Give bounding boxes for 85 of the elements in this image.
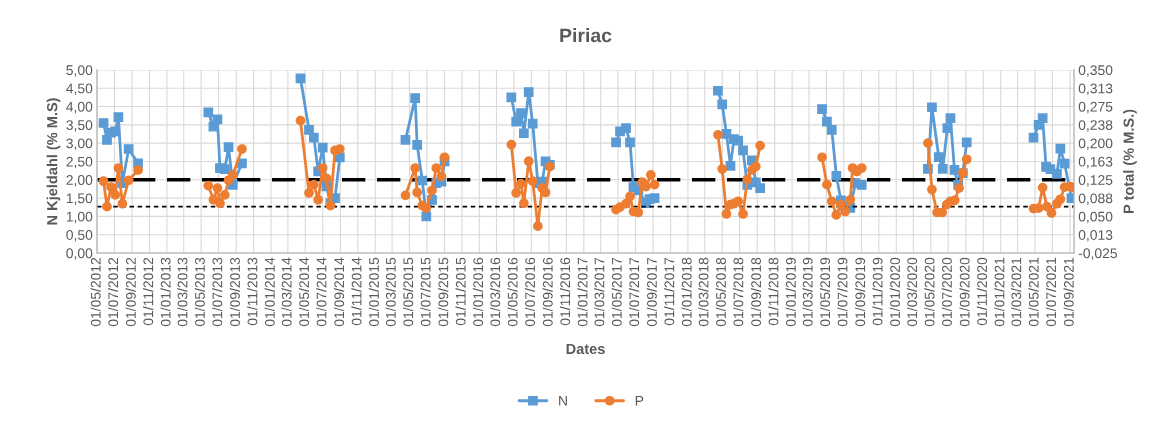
chart-title: Piriac <box>560 28 612 43</box>
y2-tick-label: 0,050 <box>1078 211 1113 224</box>
x-tick-label: 01/03/2015 <box>385 257 396 327</box>
x-tick-label: 01/09/2012 <box>125 257 136 327</box>
x-axis-title: Dates <box>566 343 605 355</box>
x-tick-label: 01/09/2014 <box>333 257 345 327</box>
x-tick-label: 01/11/2015 <box>455 257 466 326</box>
x-tick-label: 01/11/2016 <box>559 257 571 326</box>
y2-tick-label: 0,200 <box>1078 138 1113 150</box>
y2-tick-label: 0,275 <box>1078 101 1113 114</box>
y-tick-label: 0,50 <box>66 230 93 242</box>
x-tick-label: 01/11/2012 <box>143 257 154 326</box>
x-tick-label: 01/07/2018 <box>733 257 744 327</box>
x-tick-label: 01/11/2019 <box>872 257 883 326</box>
y-tick-label: 1,00 <box>66 211 93 224</box>
x-tick-label: 01/05/2018 <box>715 257 726 327</box>
x-tick-label: 01/09/2020 <box>959 257 970 327</box>
x-tick-label: 01/05/2016 <box>507 257 518 327</box>
y2-tick-label: 0,163 <box>1078 156 1113 169</box>
x-tick-label: 01/11/2017 <box>664 257 675 326</box>
x-tick-label: 01/05/2015 <box>402 257 414 327</box>
y-tick-label: 2,00 <box>66 175 93 187</box>
y-tick-label: 4,50 <box>66 83 93 96</box>
x-tick-label: 01/07/2015 <box>420 257 431 327</box>
x-tick-label: 01/09/2017 <box>646 257 657 327</box>
x-tick-label: 01/01/2015 <box>368 257 379 327</box>
x-tick-label: 01/01/2019 <box>785 257 796 327</box>
x-tick-label: 01/07/2012 <box>107 257 119 327</box>
y-tick-label: 0,00 <box>66 248 93 260</box>
x-tick-label: 01/05/2020 <box>924 257 935 327</box>
x-tick-label: 01/03/2021 <box>1011 257 1022 327</box>
x-tick-label: 01/03/2020 <box>906 257 918 327</box>
x-tick-label: 01/05/2014 <box>298 257 310 327</box>
x-tick-label: 01/07/2020 <box>941 257 952 327</box>
y-tick-label: 2,50 <box>66 156 93 169</box>
x-tick-label: 01/09/2021 <box>1063 257 1074 327</box>
x-tick-label: 01/01/2016 <box>472 257 484 327</box>
y2-axis-title: P total (% M.S.) <box>1123 109 1137 214</box>
x-tick-label: 01/03/2018 <box>698 257 709 327</box>
x-tick-label: 01/07/2017 <box>628 257 640 327</box>
x-tick-label: 01/11/2013 <box>247 257 258 326</box>
y2-tick-label: 0,013 <box>1078 230 1113 242</box>
x-tick-label: 01/05/2017 <box>611 257 622 327</box>
legend-label: P <box>635 396 644 406</box>
x-tick-label: 01/09/2018 <box>750 257 762 327</box>
x-tick-label: 01/11/2020 <box>976 257 988 326</box>
x-tick-label: 01/03/2016 <box>490 257 501 327</box>
x-tick-label: 01/09/2013 <box>229 257 240 327</box>
y-tick-label: 4,00 <box>66 101 93 114</box>
x-tick-label: 01/07/2016 <box>524 257 536 327</box>
x-tick-label: 01/09/2015 <box>438 257 449 327</box>
legend-label: N <box>559 396 567 406</box>
x-tick-label: 01/05/2012 <box>90 257 101 327</box>
x-tick-label: 01/09/2016 <box>542 257 553 327</box>
x-tick-label: 01/07/2013 <box>212 257 223 327</box>
y2-tick-label: -0,025 <box>1078 248 1117 260</box>
x-tick-label: 01/07/2019 <box>837 257 848 327</box>
x-tick-label: 01/01/2018 <box>681 257 692 327</box>
x-tick-label: 01/03/2013 <box>177 257 188 327</box>
y2-tick-label: 0,350 <box>1078 65 1113 77</box>
x-tick-label: 01/05/2019 <box>819 257 831 327</box>
x-tick-label: 01/03/2019 <box>802 257 813 327</box>
y2-tick-label: 0,313 <box>1078 83 1113 96</box>
x-tick-label: 01/07/2021 <box>1045 257 1057 327</box>
y-tick-label: 1,50 <box>66 193 93 205</box>
x-tick-label: 01/03/2014 <box>281 257 292 327</box>
x-tick-label: 01/07/2014 <box>316 257 327 327</box>
x-tick-label: 01/01/2020 <box>889 257 900 327</box>
y2-tick-label: 0,238 <box>1078 120 1113 132</box>
x-tick-label: 01/01/2017 <box>577 257 588 327</box>
y-axis-title: N Kjeldahl (% M.S) <box>46 98 61 225</box>
x-tick-label: 01/05/2021 <box>1028 257 1039 327</box>
y-tick-label: 3,50 <box>66 120 93 132</box>
x-tick-label: 01/01/2021 <box>994 257 1005 327</box>
y-tick-label: 5,00 <box>66 65 93 77</box>
x-tick-label: 01/11/2018 <box>768 257 779 326</box>
y2-tick-label: 0,125 <box>1078 175 1113 187</box>
x-tick-label: 01/09/2019 <box>854 257 866 327</box>
x-tick-label: 01/03/2017 <box>594 257 605 327</box>
y2-tick-label: 0,088 <box>1078 193 1113 205</box>
x-tick-label: 01/01/2014 <box>264 257 275 327</box>
x-tick-label: 01/01/2013 <box>160 257 171 327</box>
y-tick-label: 3,00 <box>66 138 93 150</box>
x-tick-label: 01/11/2014 <box>351 257 362 326</box>
x-tick-label: 01/05/2013 <box>194 257 205 327</box>
